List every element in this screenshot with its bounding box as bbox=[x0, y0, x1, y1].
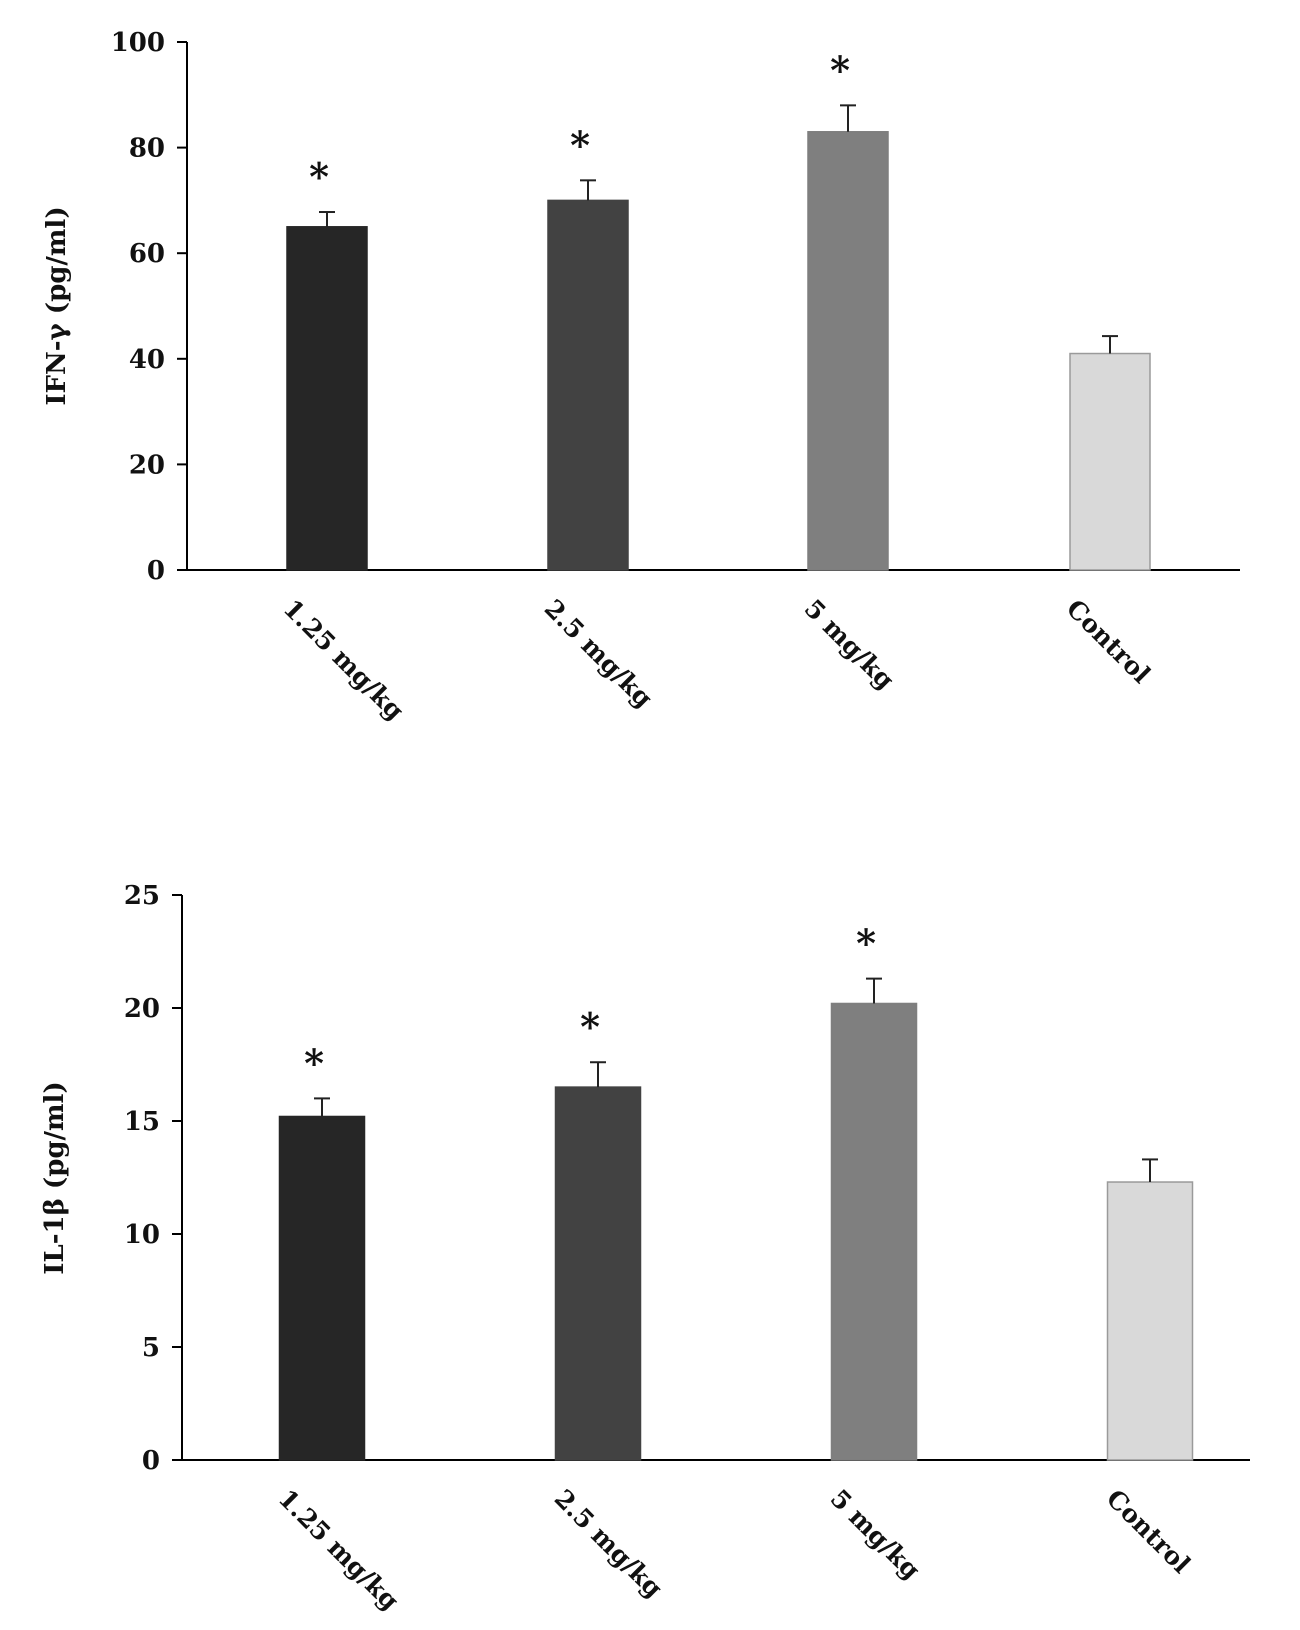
category-label: 1.25 mg/kg bbox=[278, 594, 410, 726]
bar bbox=[1069, 352, 1151, 571]
significance-marker: * bbox=[309, 154, 329, 199]
y-tick-label: 25 bbox=[124, 881, 160, 911]
y-axis-title: IFN-γ (pg/ml) bbox=[42, 206, 72, 405]
y-tick-label: 0 bbox=[147, 556, 165, 586]
y-tick-label: 80 bbox=[129, 134, 165, 164]
y-tick-label: 0 bbox=[142, 1446, 160, 1476]
bar bbox=[547, 199, 629, 571]
significance-marker: * bbox=[830, 47, 850, 92]
bar bbox=[278, 1115, 366, 1461]
category-label: 2.5 mg/kg bbox=[539, 594, 659, 714]
significance-marker: * bbox=[856, 921, 876, 966]
y-tick-label: 5 bbox=[142, 1333, 160, 1363]
category-label: Control bbox=[1101, 1484, 1196, 1579]
bar bbox=[807, 131, 889, 571]
y-tick-label: 15 bbox=[124, 1107, 160, 1137]
significance-marker: * bbox=[570, 122, 590, 167]
bar bbox=[554, 1086, 642, 1461]
category-label: Control bbox=[1061, 594, 1156, 689]
ifn-gamma-chart: 0 20 40 60 80 100 IFN-γ (pg/ml) * 1.25 mg/kg * 2.5… bbox=[42, 28, 1240, 726]
y-tick-label: 60 bbox=[129, 239, 165, 269]
category-label: 1.25 mg/kg bbox=[273, 1484, 405, 1616]
category-label: 2.5 mg/kg bbox=[549, 1484, 669, 1604]
y-tick-label: 10 bbox=[124, 1220, 160, 1250]
significance-marker: * bbox=[304, 1040, 324, 1085]
y-tick-label: 20 bbox=[129, 450, 165, 480]
y-tick-label: 20 bbox=[124, 994, 160, 1024]
il-1-beta-chart: 0 5 10 15 20 25 IL-1β (pg/ml) * 1.25 mg/kg * 2.5 m… bbox=[40, 881, 1250, 1616]
y-tick-label: 40 bbox=[129, 345, 165, 375]
bar bbox=[830, 1002, 918, 1461]
category-label: 5 mg/kg bbox=[825, 1484, 926, 1585]
significance-marker: * bbox=[580, 1004, 600, 1049]
bar bbox=[286, 226, 368, 571]
bar bbox=[1106, 1181, 1194, 1461]
y-tick-label: 100 bbox=[111, 28, 165, 58]
y-axis-title: IL-1β (pg/ml) bbox=[40, 1081, 70, 1275]
category-label: 5 mg/kg bbox=[799, 594, 900, 695]
